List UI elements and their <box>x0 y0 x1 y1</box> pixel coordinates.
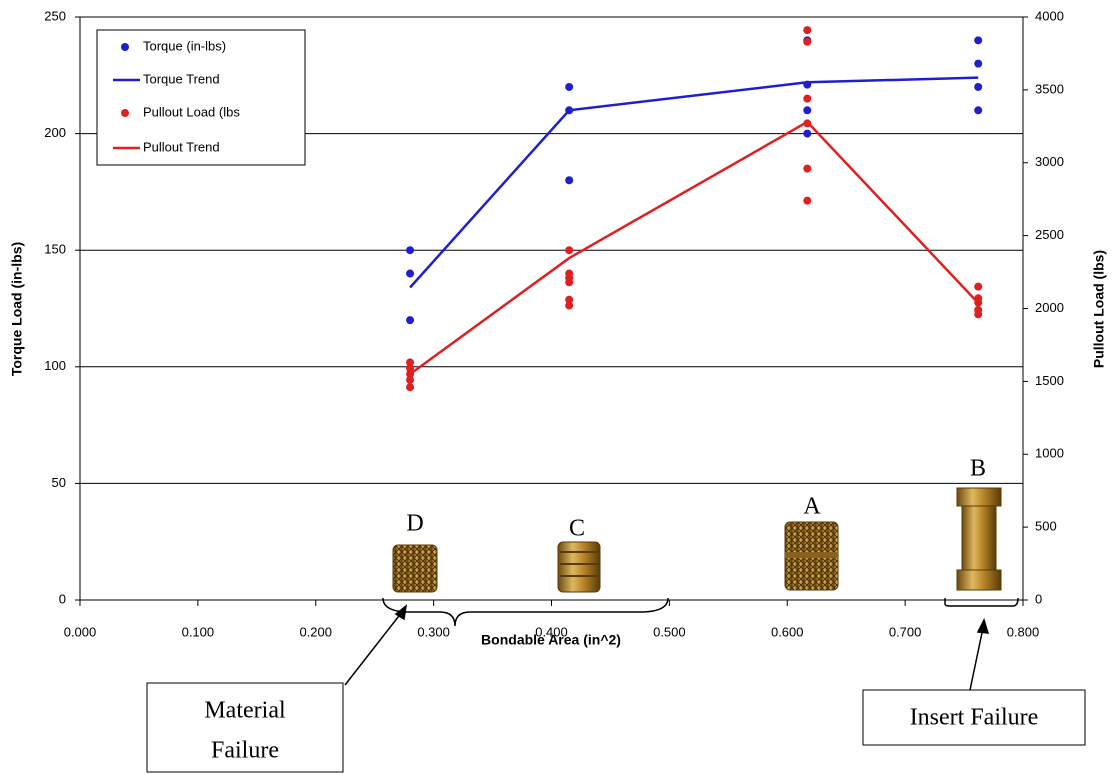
trend-line <box>409 76 979 289</box>
y2-tick-label: 3000 <box>1035 154 1064 169</box>
x-tick-label: 0.400 <box>535 624 568 639</box>
legend-box <box>96 29 306 166</box>
trend-line <box>409 120 980 376</box>
y-tick-label: 50 <box>52 475 66 490</box>
data-point <box>803 106 812 115</box>
y2-tick-label: 3500 <box>1035 81 1064 96</box>
data-point <box>406 375 415 384</box>
x-tick-label: 0.600 <box>771 624 804 639</box>
x-tick-label: 0.700 <box>889 624 922 639</box>
x-tick-label: 0.100 <box>182 624 215 639</box>
data-point <box>803 94 812 103</box>
data-point <box>803 26 812 35</box>
y-tick-label: 200 <box>44 125 66 140</box>
y2-tick-label: 2000 <box>1035 300 1064 315</box>
data-point <box>974 59 983 68</box>
data-point <box>406 383 415 392</box>
y-tick-label: 100 <box>44 358 66 373</box>
data-point <box>803 164 812 173</box>
data-point <box>974 106 983 115</box>
insert-label: D <box>406 511 423 537</box>
y-tick-label: 150 <box>44 242 66 257</box>
legend-marker <box>121 43 129 51</box>
x-tick-label: 0.300 <box>417 624 450 639</box>
data-point <box>406 246 415 255</box>
y2-tick-label: 4000 <box>1035 8 1064 23</box>
legend-marker <box>121 109 129 117</box>
callout-boxes <box>146 682 1086 773</box>
y2-tick-label: 500 <box>1035 519 1057 534</box>
data-point <box>974 282 983 291</box>
data-point <box>565 301 574 310</box>
data-point <box>406 364 415 373</box>
y2-tick-label: 1000 <box>1035 446 1064 461</box>
data-point <box>565 176 574 185</box>
insert-images <box>392 487 1002 593</box>
data-point <box>974 310 983 319</box>
legend-label: Torque (in-lbs) <box>143 38 226 53</box>
data-point <box>565 246 574 255</box>
x-tick-label: 0.500 <box>653 624 686 639</box>
data-point <box>803 129 812 138</box>
braces <box>382 597 1019 627</box>
data-point <box>565 278 574 287</box>
x-tick-label: 0.800 <box>1007 624 1040 639</box>
legend-label: Torque Trend <box>143 71 220 86</box>
data-point <box>406 358 415 367</box>
data-point <box>974 82 983 91</box>
x-tick-label: 0.000 <box>64 624 97 639</box>
legend-label: Pullout Load (lbs <box>143 104 240 119</box>
y2-axis-title: Pullout Load (lbs) <box>1091 250 1107 368</box>
data-point <box>565 295 574 304</box>
insert-label: A <box>803 494 821 520</box>
data-point <box>406 316 415 325</box>
y-tick-label: 0 <box>59 591 66 606</box>
insert-label: B <box>970 456 986 482</box>
data-point <box>406 269 415 278</box>
callout-text: Failure <box>211 738 279 764</box>
data-point <box>803 196 812 205</box>
x-tick-label: 0.200 <box>299 624 332 639</box>
arrows <box>344 604 990 691</box>
x-axis-title: Bondable Area (in^2) <box>481 632 621 648</box>
data-point <box>803 37 812 46</box>
insert-label: C <box>569 516 585 542</box>
callout-text: Material <box>204 698 286 724</box>
y2-tick-label: 1500 <box>1035 373 1064 388</box>
data-point <box>974 36 983 45</box>
y-axis-title: Torque Load (in-lbs) <box>9 242 25 376</box>
y2-tick-label: 2500 <box>1035 227 1064 242</box>
y-tick-label: 250 <box>44 8 66 23</box>
data-point <box>565 82 574 91</box>
callout-text: Insert Failure <box>910 705 1039 731</box>
legend-label: Pullout Trend <box>143 139 220 154</box>
y2-tick-label: 0 <box>1035 591 1042 606</box>
plot: 0501001502002500500100015002000250030003… <box>9 8 1107 647</box>
